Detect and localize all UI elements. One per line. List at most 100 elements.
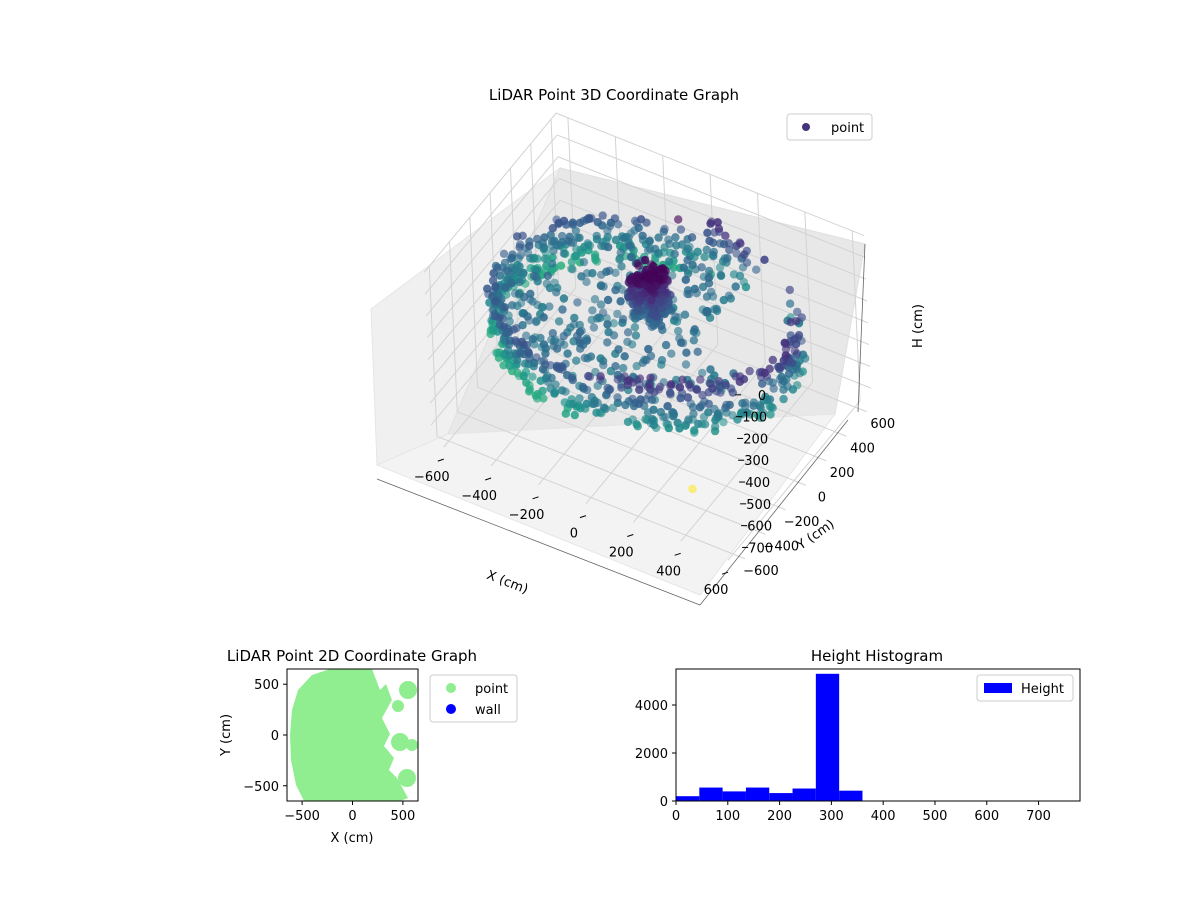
plot3d-point — [484, 290, 492, 298]
hist-bars — [676, 674, 862, 801]
plot3d-point — [575, 394, 583, 402]
plot3d-point — [779, 386, 787, 394]
plot3d-point — [642, 219, 650, 227]
plot3d-point — [624, 418, 632, 426]
plot3d-point — [575, 336, 583, 344]
plot3d-point — [524, 348, 532, 356]
plot3d-point — [632, 331, 640, 339]
plot3d-point — [619, 364, 627, 372]
hist-x-tick-label: 300 — [819, 809, 844, 824]
plot3d-point — [700, 413, 708, 421]
plot3d-point — [703, 246, 711, 254]
plot3d-point — [505, 361, 513, 369]
plot2d-x-label: X (cm) — [331, 831, 374, 846]
plot3d-point — [541, 349, 549, 357]
plot3d-point — [710, 248, 718, 256]
plot3d-point — [520, 341, 528, 349]
plot3d-point — [546, 361, 554, 369]
plot3d-point — [706, 365, 714, 373]
plot3d-point — [599, 308, 607, 316]
plot3d-point — [561, 388, 569, 396]
plot3d-point — [513, 232, 521, 240]
plot2d-title: LiDAR Point 2D Coordinate Graph — [227, 647, 477, 665]
plot3d-point — [580, 258, 588, 266]
plot3d-point — [555, 317, 563, 325]
plot3d-point — [682, 276, 690, 284]
plot3d-point — [533, 235, 541, 243]
plot3d-point — [605, 386, 613, 394]
plot3d-point — [680, 264, 688, 272]
plot3d-point — [491, 282, 499, 290]
plot3d-point — [508, 301, 516, 309]
plot3d-point — [560, 294, 568, 302]
plot2d-legend-label-point: point — [475, 682, 508, 697]
plot3d-point — [552, 288, 560, 296]
plot3d-point — [532, 318, 540, 326]
plot3d-point — [736, 378, 744, 386]
plot3d-point — [678, 376, 686, 384]
plot3d-point — [779, 395, 787, 403]
plot3d-point — [654, 233, 662, 241]
plot3d-point — [705, 237, 713, 245]
plot3d-point — [581, 354, 589, 362]
plot3d-point — [694, 348, 702, 356]
plot3d-point — [586, 241, 594, 249]
plot3d-point — [786, 300, 794, 308]
plot3d-point — [711, 422, 719, 430]
plot3d-point — [698, 263, 706, 271]
plot3d-point — [489, 269, 497, 277]
plot3d-point — [736, 239, 744, 247]
plot3d-point — [623, 338, 631, 346]
plot3d-point — [674, 327, 682, 335]
plot3d-point — [526, 385, 534, 393]
plot3d-point — [677, 339, 685, 347]
lidar-2d-plot: LiDAR Point 2D Coordinate Graph −500 0 500… — [219, 647, 517, 846]
plot3d-point — [591, 256, 599, 264]
plot3d-point — [616, 297, 624, 305]
plot3d-point — [621, 401, 629, 409]
plot3d-point — [717, 271, 725, 279]
plot3d-point — [568, 374, 576, 382]
plot3d-point — [740, 250, 748, 258]
plot3d-point — [628, 253, 636, 261]
plot3d-point — [667, 350, 675, 358]
plot3d-point — [715, 413, 723, 421]
plot3d-point — [664, 236, 672, 244]
plot3d-point — [611, 286, 619, 294]
plot3d-point — [587, 214, 595, 222]
plot3d-point — [529, 297, 537, 305]
hist-x-tick-label: 200 — [767, 809, 792, 824]
hist-bar — [816, 674, 839, 801]
plot3d-point — [571, 411, 579, 419]
plot3d-point — [561, 398, 569, 406]
plot3d-point — [568, 265, 576, 273]
plot3d-point — [519, 269, 527, 277]
plot3d-point — [675, 424, 683, 432]
plot3d-point — [540, 313, 548, 321]
plot3d-point — [562, 410, 570, 418]
plot2d-point-cluster — [398, 769, 416, 787]
plot3d-point — [671, 250, 679, 258]
plot3d-point — [641, 256, 649, 264]
plot3d-point — [596, 372, 604, 380]
plot3d-point — [583, 386, 591, 394]
plot3d-point — [716, 263, 724, 271]
plot3d-point — [646, 237, 654, 245]
plot3d-point — [657, 322, 665, 330]
plot3d-point — [581, 405, 589, 413]
plot3d-point — [624, 381, 632, 389]
plot3d-point — [548, 260, 556, 268]
plot3d-point — [590, 400, 598, 408]
plot3d-point — [549, 224, 557, 232]
plot3d-legend-label: point — [831, 121, 864, 136]
plot3d-point — [648, 415, 656, 423]
plot3d-z-tick-label: 100 — [742, 411, 767, 426]
plot3d-point — [662, 341, 670, 349]
plot3d-point — [549, 247, 557, 255]
plot3d-point — [597, 300, 605, 308]
plot3d-y-tick-label: −600 — [743, 564, 779, 579]
plot3d-point — [614, 375, 622, 383]
plot3d-point — [600, 404, 608, 412]
plot3d-point — [515, 278, 523, 286]
